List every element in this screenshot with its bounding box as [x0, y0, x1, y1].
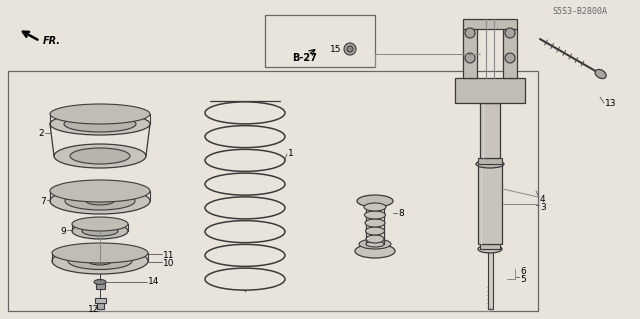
Bar [478, 158, 502, 164]
Ellipse shape [205, 102, 285, 124]
Ellipse shape [365, 219, 385, 227]
Bar [503, 29, 517, 78]
Ellipse shape [476, 160, 504, 168]
Ellipse shape [72, 223, 128, 239]
Ellipse shape [465, 53, 475, 63]
Bar [8, 71, 538, 311]
Bar [480, 244, 500, 249]
Text: 15: 15 [330, 44, 342, 54]
Ellipse shape [50, 113, 150, 135]
Text: 8: 8 [398, 210, 404, 219]
Text: 2: 2 [38, 130, 44, 138]
Ellipse shape [205, 197, 285, 219]
Text: 11: 11 [163, 251, 175, 261]
Text: B-27: B-27 [292, 53, 317, 63]
Text: 13: 13 [605, 100, 616, 108]
Bar [265, 15, 375, 67]
Ellipse shape [478, 245, 502, 253]
Ellipse shape [366, 235, 384, 243]
Ellipse shape [465, 28, 475, 38]
Text: FR.: FR. [43, 36, 61, 46]
Ellipse shape [94, 279, 106, 285]
Bar [455, 78, 525, 103]
Bar [463, 29, 477, 78]
Bar [97, 303, 104, 309]
Ellipse shape [365, 211, 385, 219]
Ellipse shape [595, 70, 606, 78]
Text: S5S3-B2800A: S5S3-B2800A [552, 6, 607, 16]
Ellipse shape [347, 46, 353, 52]
Text: 1: 1 [288, 150, 294, 159]
Ellipse shape [50, 104, 150, 124]
Bar [478, 164, 502, 244]
Ellipse shape [205, 244, 285, 266]
Ellipse shape [50, 188, 150, 214]
Ellipse shape [366, 241, 384, 247]
Ellipse shape [205, 221, 285, 243]
Ellipse shape [355, 244, 395, 258]
Text: 5: 5 [520, 275, 525, 284]
Ellipse shape [344, 43, 356, 55]
Ellipse shape [72, 217, 128, 231]
Bar [463, 19, 517, 29]
Ellipse shape [86, 197, 114, 205]
Ellipse shape [505, 28, 515, 38]
Ellipse shape [68, 253, 132, 270]
Text: 12: 12 [88, 305, 99, 314]
Text: 14: 14 [148, 278, 159, 286]
Ellipse shape [70, 148, 130, 164]
Ellipse shape [65, 192, 135, 210]
Ellipse shape [205, 149, 285, 171]
Bar [488, 249, 493, 309]
Ellipse shape [88, 257, 112, 265]
Ellipse shape [357, 195, 393, 207]
Ellipse shape [205, 268, 285, 290]
Ellipse shape [50, 180, 150, 202]
Ellipse shape [505, 53, 515, 63]
Bar [95, 298, 106, 303]
Ellipse shape [365, 227, 385, 235]
Bar [96, 282, 105, 289]
Text: 6: 6 [520, 266, 525, 276]
Ellipse shape [205, 173, 285, 195]
Ellipse shape [364, 203, 386, 211]
Bar [480, 103, 500, 158]
Ellipse shape [52, 243, 148, 263]
Text: 7: 7 [40, 197, 45, 205]
Text: 10: 10 [163, 259, 175, 269]
Ellipse shape [205, 126, 285, 148]
Ellipse shape [82, 226, 118, 236]
Ellipse shape [359, 239, 391, 249]
Ellipse shape [52, 248, 148, 274]
Ellipse shape [54, 144, 146, 168]
Text: 4: 4 [540, 195, 546, 204]
Ellipse shape [64, 116, 136, 132]
Text: 9: 9 [60, 226, 66, 235]
Text: 3: 3 [540, 203, 546, 211]
